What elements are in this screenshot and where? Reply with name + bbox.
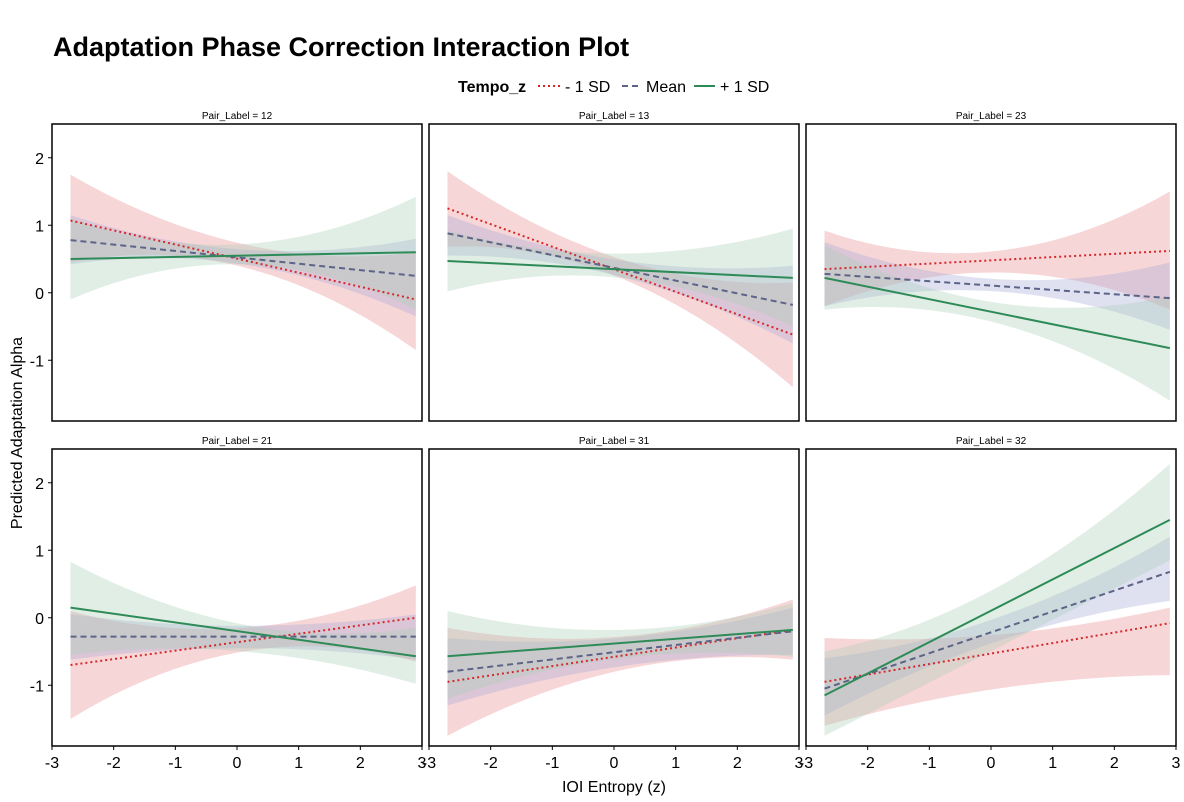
y-tick-label: 2 bbox=[35, 476, 44, 493]
facet-strip-label: Pair_Label = 13 bbox=[579, 111, 650, 122]
x-tick-label: -3 bbox=[799, 755, 813, 772]
facet-strip-label: Pair_Label = 12 bbox=[202, 111, 273, 122]
x-tick-label: 1 bbox=[1048, 755, 1057, 772]
ci-ribbon-mean bbox=[824, 536, 1170, 716]
legend-label-minus-1sd: - 1 SD bbox=[565, 79, 610, 96]
facet-strip-label: Pair_Label = 31 bbox=[579, 436, 650, 447]
x-tick-label: 2 bbox=[1110, 755, 1119, 772]
x-tick-label: 1 bbox=[294, 755, 303, 772]
x-tick-label: -1 bbox=[922, 755, 936, 772]
panel-border bbox=[805, 123, 1177, 422]
series-line-plus-1sd bbox=[70, 606, 416, 658]
series-line-minus-1sd bbox=[824, 622, 1171, 683]
x-tick-label: 3 bbox=[418, 755, 427, 772]
panel-border bbox=[51, 123, 423, 422]
series-line-plus-1sd bbox=[824, 276, 1171, 350]
facet-strip-label: Pair_Label = 23 bbox=[956, 111, 1027, 122]
facet-strip-label: Pair_Label = 32 bbox=[956, 436, 1027, 447]
y-tick-label: 1 bbox=[35, 543, 44, 560]
facet-strip-label: Pair_Label = 21 bbox=[202, 436, 273, 447]
x-tick-label: -2 bbox=[107, 755, 121, 772]
y-tick-label: -1 bbox=[30, 353, 44, 370]
facet-panel-2: Pair_Label = 13 bbox=[428, 111, 800, 422]
panel-plot-area bbox=[447, 171, 794, 388]
facet-panel-3: Pair_Label = 23 bbox=[805, 111, 1177, 422]
ci-ribbon-mean bbox=[70, 215, 416, 317]
x-tick-label: -1 bbox=[168, 755, 182, 772]
facet-panel-6: Pair_Label = 32 bbox=[805, 436, 1177, 747]
y-tick-label: -1 bbox=[30, 678, 44, 695]
series-line-minus-1sd bbox=[70, 616, 416, 666]
facet-panels: Pair_Label = 12 Pair_Label = 13 Pair_Label… bbox=[51, 111, 1177, 747]
ci-ribbon-mean bbox=[447, 607, 793, 706]
series-line-minus-1sd bbox=[447, 207, 794, 336]
facet-panel-1: Pair_Label = 12 bbox=[51, 111, 423, 422]
ci-ribbon-minus-1sd bbox=[447, 599, 793, 736]
series-line-plus-1sd bbox=[447, 628, 793, 658]
facet-panel-4: Pair_Label = 21 bbox=[51, 436, 423, 747]
y-axis-title: Predicted Adaptation Alpha bbox=[9, 337, 26, 529]
legend-entry-mean: Mean bbox=[622, 79, 686, 96]
series-line-mean bbox=[447, 232, 794, 306]
y-tick-label: 0 bbox=[35, 286, 44, 303]
ci-ribbon-minus-1sd bbox=[824, 607, 1170, 726]
x-tick-label: 2 bbox=[733, 755, 742, 772]
series-line-mean bbox=[824, 570, 1171, 690]
series-line-plus-1sd bbox=[447, 260, 793, 279]
legend-entry-minus-1sd: - 1 SD bbox=[538, 79, 610, 96]
ci-ribbon-minus-1sd bbox=[70, 585, 416, 719]
x-tick-label: -1 bbox=[545, 755, 559, 772]
panel-plot-area bbox=[824, 191, 1171, 401]
x-tick-label: 3 bbox=[1172, 755, 1181, 772]
x-axis-title: IOI Entropy (z) bbox=[562, 779, 666, 796]
y-tick-label: 2 bbox=[35, 151, 44, 168]
x-tick-label: -3 bbox=[45, 755, 59, 772]
x-tick-label: 0 bbox=[987, 755, 996, 772]
series-line-mean bbox=[824, 272, 1170, 300]
panel-plot-area bbox=[447, 599, 793, 736]
facet-panel-5: Pair_Label = 31 bbox=[428, 436, 800, 747]
series-line-minus-1sd bbox=[447, 628, 793, 683]
ci-ribbon-minus-1sd bbox=[70, 174, 416, 351]
series-line-plus-1sd bbox=[70, 251, 416, 260]
ci-ribbon-plus-1sd bbox=[824, 245, 1170, 401]
y-tick-label: 1 bbox=[35, 218, 44, 235]
ci-ribbon-plus-1sd bbox=[447, 228, 793, 327]
ci-ribbon-plus-1sd bbox=[70, 196, 416, 310]
legend: Tempo_z - 1 SD Mean + 1 SD bbox=[458, 79, 769, 96]
x-tick-label: 2 bbox=[356, 755, 365, 772]
ci-ribbon-minus-1sd bbox=[447, 171, 793, 388]
ci-ribbon-plus-1sd bbox=[70, 561, 416, 684]
x-tick-label: 0 bbox=[610, 755, 619, 772]
ci-ribbon-plus-1sd bbox=[824, 463, 1170, 736]
series-line-plus-1sd bbox=[824, 518, 1171, 697]
legend-label-mean: Mean bbox=[646, 79, 686, 96]
ci-ribbon-minus-1sd bbox=[824, 191, 1170, 310]
panel-plot-area bbox=[70, 174, 417, 351]
series-line-mean bbox=[447, 630, 793, 673]
series-line-mean bbox=[70, 239, 416, 277]
y-tick-label: 0 bbox=[35, 611, 44, 628]
panel-plot-area bbox=[70, 561, 416, 719]
x-tick-label: -2 bbox=[861, 755, 875, 772]
ci-ribbon-mean bbox=[447, 215, 793, 344]
x-tick-label: -3 bbox=[422, 755, 436, 772]
panel-plot-area bbox=[824, 463, 1171, 736]
panel-border bbox=[428, 123, 800, 422]
x-tick-label: -2 bbox=[484, 755, 498, 772]
legend-title: Tempo_z bbox=[458, 79, 526, 96]
legend-label-plus-1sd: + 1 SD bbox=[720, 79, 769, 96]
series-line-minus-1sd bbox=[70, 219, 417, 301]
x-tick-label: 0 bbox=[233, 755, 242, 772]
x-tick-label: 3 bbox=[795, 755, 804, 772]
x-tick-label: 1 bbox=[671, 755, 680, 772]
chart-title: Adaptation Phase Correction Interaction … bbox=[53, 32, 629, 62]
legend-entry-plus-1sd: + 1 SD bbox=[694, 79, 769, 96]
